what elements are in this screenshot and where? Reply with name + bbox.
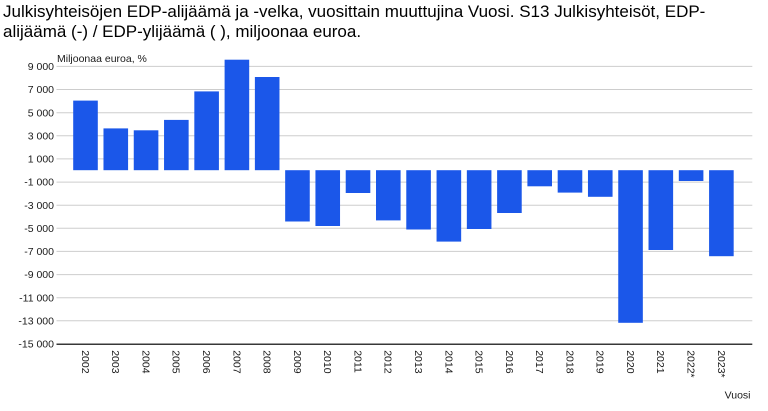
svg-text:2013: 2013 (412, 350, 424, 374)
svg-text:2011: 2011 (351, 350, 363, 373)
svg-text:-13 000: -13 000 (18, 315, 54, 327)
svg-text:2019: 2019 (594, 350, 606, 374)
svg-text:-1 000: -1 000 (24, 177, 54, 189)
svg-text:7 000: 7 000 (28, 84, 54, 96)
svg-text:Miljoonaa euroa, %: Miljoonaa euroa, % (57, 53, 147, 65)
svg-text:2008: 2008 (261, 350, 273, 374)
svg-text:Vuosi: Vuosi (725, 390, 751, 402)
svg-text:2005: 2005 (170, 350, 182, 374)
svg-text:3 000: 3 000 (28, 130, 54, 142)
svg-text:2023*: 2023* (715, 350, 727, 377)
svg-text:2020: 2020 (624, 350, 636, 374)
svg-text:2016: 2016 (503, 350, 515, 374)
svg-text:2007: 2007 (230, 350, 242, 374)
svg-text:2010: 2010 (321, 350, 333, 374)
svg-text:5 000: 5 000 (28, 107, 54, 119)
svg-text:-11 000: -11 000 (19, 292, 54, 304)
svg-text:2009: 2009 (291, 350, 303, 374)
svg-text:9 000: 9 000 (28, 61, 54, 73)
svg-text:-5 000: -5 000 (24, 223, 54, 235)
svg-text:2021: 2021 (654, 350, 666, 374)
svg-text:2002: 2002 (79, 350, 91, 374)
svg-text:2018: 2018 (563, 350, 575, 374)
svg-text:-7 000: -7 000 (24, 246, 54, 258)
svg-text:-15 000: -15 000 (18, 339, 54, 351)
svg-text:2014: 2014 (442, 350, 454, 374)
svg-text:1 000: 1 000 (28, 154, 54, 166)
svg-text:2003: 2003 (109, 350, 121, 374)
svg-text:2015: 2015 (473, 350, 485, 374)
svg-text:2022*: 2022* (685, 350, 697, 377)
svg-text:2004: 2004 (139, 350, 151, 374)
svg-text:2006: 2006 (200, 350, 212, 374)
svg-text:-3 000: -3 000 (24, 200, 54, 212)
svg-text:-9 000: -9 000 (24, 269, 54, 281)
svg-text:2017: 2017 (533, 350, 545, 374)
svg-text:2012: 2012 (382, 350, 394, 374)
